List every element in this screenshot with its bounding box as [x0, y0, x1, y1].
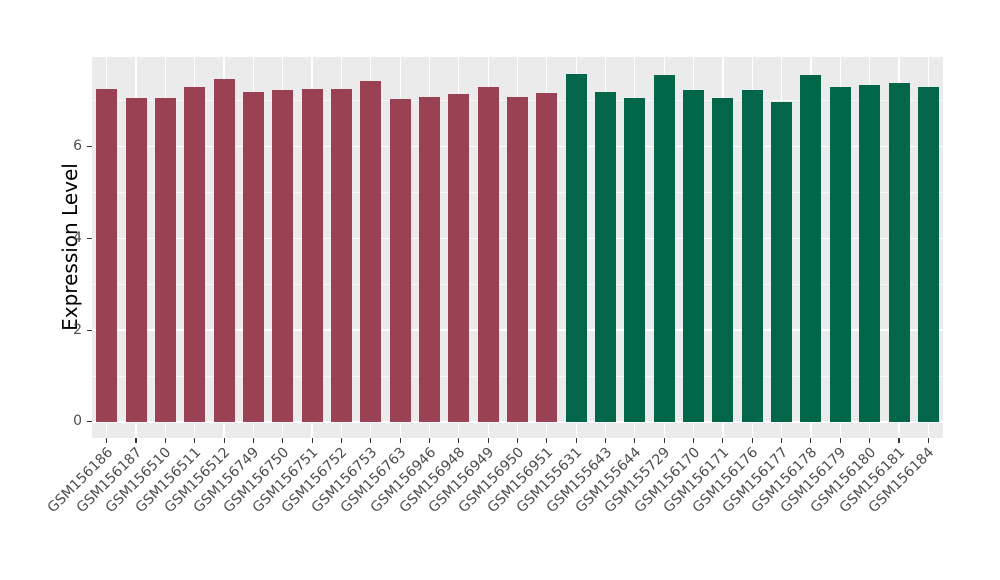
bar-GSM156510: [154, 97, 176, 422]
x-tick-mark: [311, 438, 313, 443]
bar-GSM156749: [242, 91, 264, 422]
x-tick-mark: [223, 438, 225, 443]
x-tick-mark: [546, 438, 548, 443]
bar-GSM156179: [829, 86, 851, 422]
bar-GSM156171: [712, 98, 734, 422]
bar-GSM156951: [536, 92, 558, 422]
bar-GSM156752: [330, 89, 352, 422]
x-tick-mark: [516, 438, 519, 443]
x-tick-mark: [663, 438, 665, 443]
x-tick-mark: [194, 438, 196, 443]
bar-GSM156184: [917, 86, 939, 422]
x-tick-mark: [135, 438, 137, 443]
x-tick-mark: [810, 438, 812, 443]
x-tick-mark: [575, 438, 577, 443]
bar-GSM156753: [360, 80, 382, 422]
bar-GSM156750: [272, 90, 294, 422]
x-tick-mark: [164, 438, 166, 443]
y-tick-mark: [87, 237, 92, 239]
bar-GSM156170: [683, 89, 705, 422]
x-tick-mark: [428, 438, 431, 443]
bar-GSM156950: [507, 96, 528, 422]
x-tick-mark: [370, 438, 372, 443]
bar-GSM156948: [448, 94, 470, 422]
bar-GSM156178: [800, 75, 822, 422]
bar-GSM155631: [565, 74, 587, 422]
bar-GSM155643: [595, 91, 616, 422]
bar-GSM156186: [96, 89, 118, 422]
x-tick-mark: [458, 438, 460, 443]
y-tick-mark: [87, 329, 92, 331]
x-tick-mark: [781, 438, 783, 443]
x-tick-mark: [487, 438, 489, 443]
y-tick-label: 2: [73, 321, 82, 338]
bar-GSM156946: [419, 97, 440, 422]
x-tick-mark: [252, 438, 254, 443]
y-tick-label: 6: [73, 138, 82, 154]
bar-GSM155729: [653, 75, 675, 422]
plot-panel: [92, 57, 943, 438]
x-tick-mark: [693, 438, 695, 443]
x-tick-mark: [927, 438, 929, 443]
x-tick-mark: [604, 438, 607, 443]
x-tick-mark: [634, 438, 636, 443]
bar-GSM156751: [301, 89, 323, 422]
bar-GSM156181: [888, 83, 910, 422]
x-tick-mark: [106, 438, 108, 443]
x-tick-mark: [839, 438, 841, 443]
y-tick-mark: [87, 145, 92, 148]
x-tick-mark: [399, 438, 401, 443]
x-tick-mark: [282, 438, 284, 443]
bar-GSM156949: [477, 86, 499, 422]
bar-GSM156187: [125, 97, 147, 422]
bar-GSM155644: [624, 97, 646, 422]
bar-GSM156177: [771, 102, 793, 422]
y-tick-label: 4: [73, 229, 82, 246]
y-tick-label: 0: [73, 413, 82, 430]
x-tick-mark: [340, 438, 342, 443]
y-tick-mark: [87, 421, 92, 423]
x-tick-mark: [751, 438, 753, 443]
x-tick-mark: [722, 438, 724, 443]
bar-GSM156511: [184, 86, 206, 422]
bar-GSM156180: [859, 84, 881, 422]
x-tick-mark: [898, 438, 900, 443]
x-tick-mark: [869, 438, 871, 443]
bar-GSM156176: [741, 90, 763, 422]
bar-GSM156763: [389, 98, 411, 422]
bar-GSM156512: [213, 79, 235, 422]
